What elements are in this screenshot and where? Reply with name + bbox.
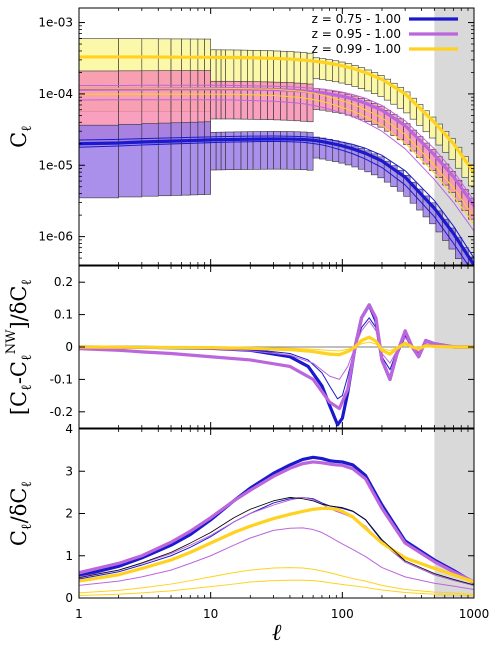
series-group	[79, 55, 474, 265]
legend: z = 0.75 - 1.00z = 0.95 - 1.00z = 0.99 -…	[312, 12, 458, 56]
series-line	[79, 303, 474, 411]
y-axis-label-top: Cℓ	[7, 125, 35, 148]
series-line	[79, 460, 474, 584]
y-tick-label: 1e-05	[38, 158, 73, 172]
series-line	[79, 496, 474, 586]
y-tick-label: 1	[65, 549, 73, 563]
y-tick-label: 1e-04	[38, 87, 73, 101]
band-bar	[306, 83, 314, 123]
y-tick-label: 3	[65, 464, 73, 478]
band-bar	[118, 123, 143, 198]
series-line	[79, 496, 474, 586]
series-line	[79, 341, 474, 352]
band-bar	[300, 83, 308, 122]
band-bar	[204, 121, 211, 195]
band-bar	[181, 122, 191, 196]
series-line	[79, 506, 474, 584]
x-axis-label: ℓ	[272, 620, 282, 646]
band-bar	[280, 131, 288, 170]
series-line	[79, 527, 474, 591]
series-line	[79, 497, 474, 586]
y-tick-label: 0.2	[54, 275, 73, 289]
axes: 1e-06 1e-05 1e-04 1e-03 Cℓ -0.2 -0.1 0 0.1 0.2 [Cℓ…	[4, 7, 490, 646]
band-bar	[225, 131, 235, 171]
x-tick-label: 10	[203, 607, 218, 621]
band-bar	[220, 131, 226, 171]
histogram-bands	[79, 38, 474, 265]
band-bar	[215, 131, 222, 171]
band-bar	[300, 131, 308, 171]
y-tick-label: 0	[65, 340, 73, 354]
series-line	[79, 567, 474, 596]
y-tick-label: 0.1	[54, 308, 73, 322]
series-line	[79, 455, 474, 585]
band-bar	[293, 82, 301, 122]
band-bar	[260, 131, 268, 170]
y-tick-label: -0.2	[50, 405, 73, 419]
data-lines	[79, 55, 474, 597]
y-tick-label: 0	[65, 591, 73, 605]
band-bar	[280, 82, 288, 121]
band-bar	[293, 131, 301, 170]
band-bar	[240, 131, 248, 170]
band-bar	[157, 122, 172, 197]
series-line	[79, 55, 474, 175]
y-tick-label: -0.1	[50, 372, 73, 386]
band-bar	[267, 131, 274, 170]
y-tick-label: 1e-06	[38, 230, 73, 244]
panel-frame	[78, 7, 475, 266]
band-bar	[189, 121, 199, 196]
series-line	[79, 137, 474, 265]
band-bar	[170, 122, 182, 196]
x-tick-label: 1000	[459, 607, 490, 621]
series-line	[79, 317, 474, 400]
band-bar	[252, 131, 262, 170]
series-group	[79, 303, 474, 427]
y-tick-label: 2	[65, 507, 73, 521]
band-bar	[233, 131, 242, 170]
series-line	[79, 99, 474, 232]
legend-label: z = 0.75 - 1.00	[312, 12, 401, 26]
panel-backgrounds	[434, 8, 474, 598]
band-bar	[210, 131, 217, 171]
x-tick-label: 1	[75, 607, 83, 621]
y-axis-label-middle: [Cℓ-CℓNW]/δCℓ	[4, 279, 35, 416]
series-line	[79, 140, 469, 265]
series-line	[79, 93, 474, 225]
legend-label: z = 0.99 - 1.00	[312, 42, 401, 56]
band-bar	[79, 124, 119, 199]
y-tick-label: 4	[65, 422, 73, 436]
panel-frame	[78, 428, 475, 599]
bands-group	[79, 38, 474, 265]
y-axis-label-bottom: Cℓ/δCℓ	[7, 481, 35, 547]
band-bar	[273, 131, 281, 170]
series-line	[79, 87, 474, 208]
y-tick-label: 1e-03	[38, 16, 73, 30]
band-bar	[247, 131, 254, 170]
band-bar	[141, 123, 159, 197]
legend-label: z = 0.95 - 1.00	[312, 27, 401, 41]
band-bar	[286, 131, 295, 170]
series-line	[79, 135, 474, 259]
x-tick-label: 100	[331, 607, 354, 621]
band-bar	[286, 82, 295, 121]
series-line	[79, 84, 474, 202]
band-bar	[197, 121, 205, 195]
band-bar	[306, 132, 314, 171]
series-line	[79, 87, 474, 218]
series-group	[79, 455, 474, 597]
series-line	[79, 579, 474, 597]
